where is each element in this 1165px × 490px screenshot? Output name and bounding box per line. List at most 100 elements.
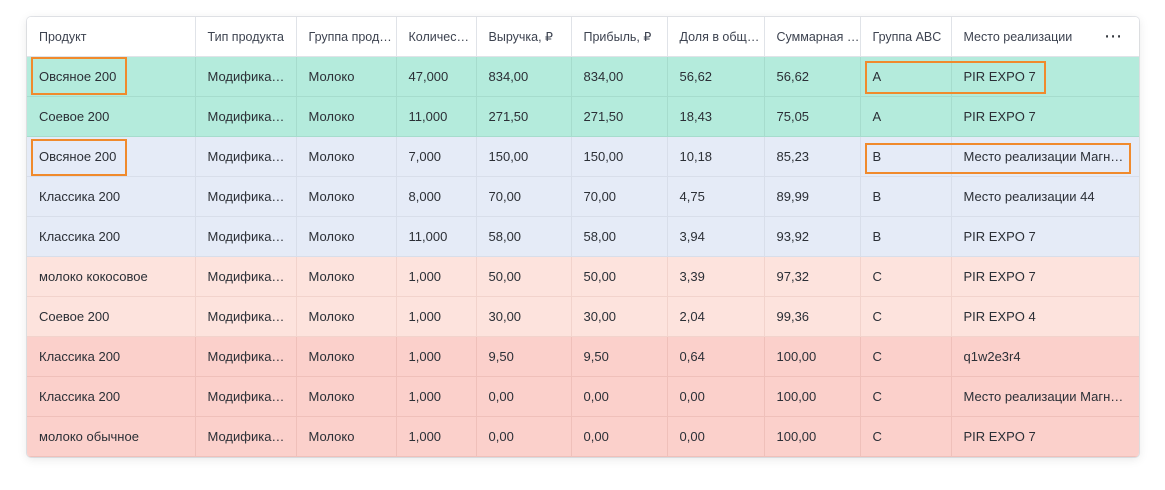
cell-quantity: 47,000 <box>396 56 477 97</box>
column-header-abc-group[interactable]: Группа ABC <box>860 17 952 57</box>
cell-product: Овсяное 200 <box>27 136 196 177</box>
cell-revenue: 0,00 <box>476 376 572 417</box>
cell-abc-group: C <box>860 376 952 417</box>
cell-profit: 271,50 <box>571 96 668 137</box>
cell-sales-location: PIR EXPO 7 <box>951 216 1139 257</box>
cell-profit: 0,00 <box>571 376 668 417</box>
cell-product-group: Молоко <box>296 176 397 217</box>
column-header-product[interactable]: Продукт <box>27 17 196 57</box>
cell-product-group: Молоко <box>296 256 397 297</box>
cell-sales-location: PIR EXPO 7 <box>951 96 1139 137</box>
cell-product-group: Молоко <box>296 96 397 137</box>
cell-profit: 0,00 <box>571 416 668 457</box>
cell-quantity: 1,000 <box>396 416 477 457</box>
table-row[interactable]: Овсяное 200 Модифика… Молоко 47,000 834,00 83… <box>27 56 1139 97</box>
cell-share: 10,18 <box>667 136 765 177</box>
table-row[interactable]: молоко обычное Модифика… Молоко 1,000 0,00 0,… <box>27 416 1139 457</box>
cell-product-type: Модифика… <box>195 336 297 377</box>
cell-abc-group: B <box>860 176 952 217</box>
cell-product-type: Модифика… <box>195 296 297 337</box>
cell-profit: 30,00 <box>571 296 668 337</box>
table-row[interactable]: Классика 200 Модифика… Молоко 1,000 0,00 0,00… <box>27 376 1139 417</box>
cell-product-type: Модифика… <box>195 96 297 137</box>
cell-cumulative: 75,05 <box>764 96 861 137</box>
cell-quantity: 8,000 <box>396 176 477 217</box>
cell-revenue: 9,50 <box>476 336 572 377</box>
table-row[interactable]: Классика 200 Модифика… Молоко 1,000 9,50 9,50… <box>27 336 1139 377</box>
column-header-product-type[interactable]: Тип продукта <box>195 17 297 57</box>
cell-share: 3,39 <box>667 256 765 297</box>
cell-revenue: 150,00 <box>476 136 572 177</box>
table-row[interactable]: Соевое 200 Модифика… Молоко 1,000 30,00 30,00… <box>27 296 1139 337</box>
cell-abc-group: C <box>860 336 952 377</box>
column-header-product-group[interactable]: Группа прод… <box>296 17 397 57</box>
cell-profit: 70,00 <box>571 176 668 217</box>
table-row[interactable]: молоко кокосовое Модифика… Молоко 1,000 50,0… <box>27 256 1139 297</box>
cell-sales-location: PIR EXPO 7 <box>951 56 1139 97</box>
cell-product: Овсяное 200 <box>27 56 196 97</box>
cell-revenue: 271,50 <box>476 96 572 137</box>
cell-profit: 9,50 <box>571 336 668 377</box>
cell-abc-group: B <box>860 216 952 257</box>
cell-cumulative: 56,62 <box>764 56 861 97</box>
cell-sales-location: Место реализации Магн… <box>951 376 1139 417</box>
cell-product-type: Модифика… <box>195 56 297 97</box>
cell-product-type: Модифика… <box>195 256 297 297</box>
cell-sales-location: PIR EXPO 7 <box>951 416 1139 457</box>
abc-analysis-table: Продукт Тип продукта Группа прод… Количе… <box>27 17 1139 457</box>
cell-profit: 834,00 <box>571 56 668 97</box>
cell-revenue: 0,00 <box>476 416 572 457</box>
cell-abc-group: A <box>860 56 952 97</box>
cell-revenue: 58,00 <box>476 216 572 257</box>
cell-product-type: Модифика… <box>195 376 297 417</box>
cell-profit: 58,00 <box>571 216 668 257</box>
cell-quantity: 1,000 <box>396 296 477 337</box>
cell-cumulative: 100,00 <box>764 336 861 377</box>
cell-product-group: Молоко <box>296 136 397 177</box>
cell-product-group: Молоко <box>296 216 397 257</box>
cell-cumulative: 89,99 <box>764 176 861 217</box>
cell-product-type: Модифика… <box>195 416 297 457</box>
cell-revenue: 70,00 <box>476 176 572 217</box>
cell-product: Соевое 200 <box>27 96 196 137</box>
cell-abc-group: C <box>860 416 952 457</box>
more-options-icon[interactable]: ⋯ <box>1104 26 1123 46</box>
cell-product: Классика 200 <box>27 376 196 417</box>
cell-cumulative: 93,92 <box>764 216 861 257</box>
cell-product-type: Модифика… <box>195 176 297 217</box>
column-header-share[interactable]: Доля в общ… <box>667 17 765 57</box>
cell-quantity: 11,000 <box>396 216 477 257</box>
cell-share: 3,94 <box>667 216 765 257</box>
cell-sales-location: PIR EXPO 7 <box>951 256 1139 297</box>
cell-sales-location: q1w2e3r4 <box>951 336 1139 377</box>
column-header-revenue[interactable]: Выручка, ₽ <box>476 17 572 57</box>
abc-analysis-table-card: Продукт Тип продукта Группа прод… Количе… <box>27 17 1139 457</box>
cell-product-group: Молоко <box>296 296 397 337</box>
cell-product: Соевое 200 <box>27 296 196 337</box>
cell-abc-group: C <box>860 256 952 297</box>
cell-abc-group: C <box>860 296 952 337</box>
cell-product-type: Модифика… <box>195 216 297 257</box>
cell-product-type: Модифика… <box>195 136 297 177</box>
cell-sales-location: PIR EXPO 4 <box>951 296 1139 337</box>
cell-product: молоко обычное <box>27 416 196 457</box>
cell-revenue: 30,00 <box>476 296 572 337</box>
cell-share: 18,43 <box>667 96 765 137</box>
cell-quantity: 7,000 <box>396 136 477 177</box>
column-header-sales-location[interactable]: Место реализации <box>951 17 1139 57</box>
table-row[interactable]: Овсяное 200 Модифика… Молоко 7,000 150,00 150… <box>27 136 1139 177</box>
cell-revenue: 50,00 <box>476 256 572 297</box>
table-row[interactable]: Соевое 200 Модифика… Молоко 11,000 271,50 271… <box>27 96 1139 137</box>
table-row[interactable]: Классика 200 Модифика… Молоко 8,000 70,00 70,… <box>27 176 1139 217</box>
cell-cumulative: 100,00 <box>764 376 861 417</box>
cell-quantity: 11,000 <box>396 96 477 137</box>
column-header-quantity[interactable]: Количес… <box>396 17 477 57</box>
table-row[interactable]: Классика 200 Модифика… Молоко 11,000 58,00 58… <box>27 216 1139 257</box>
cell-quantity: 1,000 <box>396 256 477 297</box>
table-header-row: Продукт Тип продукта Группа прод… Количе… <box>27 17 1139 57</box>
cell-product: Классика 200 <box>27 176 196 217</box>
column-header-cumulative[interactable]: Суммарная … <box>764 17 861 57</box>
column-header-profit[interactable]: Прибыль, ₽ <box>571 17 668 57</box>
cell-share: 0,00 <box>667 416 765 457</box>
cell-share: 56,62 <box>667 56 765 97</box>
